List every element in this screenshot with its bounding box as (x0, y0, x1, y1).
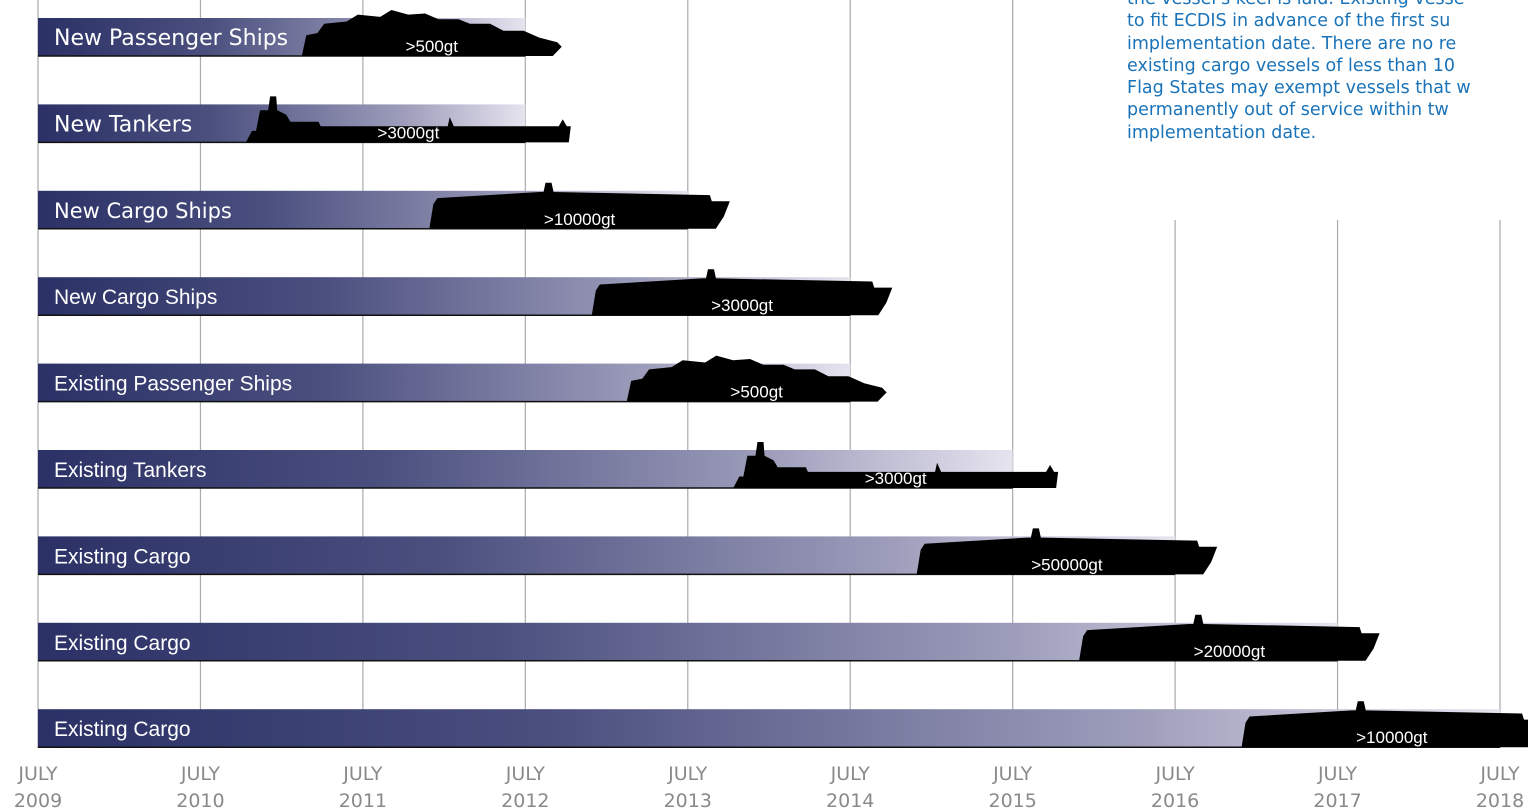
bar-category-label: New Tankers (54, 112, 192, 137)
x-tick-label-year: 2017 (1313, 790, 1361, 811)
bar-tonnage-label: >500gt (406, 37, 459, 56)
x-tick-label-year: 2013 (664, 790, 712, 811)
x-tick-label-year: 2012 (501, 790, 549, 811)
x-tick-label-month: JULY (1479, 763, 1520, 785)
x-tick-label-month: JULY (667, 763, 708, 785)
note-line: existing cargo vessels of less than 10 (1127, 55, 1456, 76)
x-tick-label-year: 2009 (14, 790, 62, 811)
x-tick-label-month: JULY (17, 763, 58, 785)
bar-category-label: New Cargo Ships (54, 199, 232, 223)
bar-tonnage-label: >3000gt (711, 296, 773, 315)
bar-category-label: Existing Cargo (54, 718, 191, 741)
x-axis-ticks: JULY 2009 JULY 2010 JULY 2011 JULY 2012 JULY 2013… (14, 763, 1524, 811)
x-tick-label-year: 2018 (1476, 790, 1524, 811)
x-tick-label-year: 2015 (988, 790, 1036, 811)
x-tick-label-year: 2016 (1151, 790, 1199, 811)
regulation-note: the vessel's keel is laid. Existing vess… (1127, 0, 1528, 188)
bar-tonnage-label: >3000gt (865, 469, 927, 488)
bar-category-label: Existing Tankers (54, 459, 207, 482)
note-line: to fit ECDIS in advance of the first su (1127, 11, 1451, 32)
bar-tonnage-label: >500gt (730, 383, 783, 402)
x-tick-label-month: JULY (180, 763, 221, 785)
x-tick-label-month: JULY (1317, 763, 1358, 785)
bar-category-label: New Cargo Ships (54, 286, 217, 309)
bar-tonnage-label: >50000gt (1031, 555, 1103, 574)
bar-category-label: New Passenger Ships (54, 26, 288, 51)
bar-tonnage-label: >3000gt (377, 123, 439, 142)
note-line: Flag States may exempt vessels that w (1127, 78, 1471, 99)
bar-tonnage-label: >10000gt (1356, 728, 1428, 747)
x-tick-label-month: JULY (992, 763, 1033, 785)
x-tick-label-month: JULY (342, 763, 383, 785)
bar-tonnage-label: >20000gt (1194, 642, 1266, 661)
bar-category-label: Existing Cargo (54, 545, 191, 568)
x-tick-label-month: JULY (830, 763, 871, 785)
note-line: the vessel's keel is laid. Existing vess… (1127, 0, 1528, 10)
bar-tonnage-label: >10000gt (544, 210, 616, 229)
bar-category-label: Existing Passenger Ships (54, 373, 292, 396)
note-line: permanently out of service within tw (1127, 100, 1449, 121)
timeline-bars: New Passenger Ships >500gt New Tankers >300… (38, 10, 1528, 748)
x-tick-label-year: 2010 (176, 790, 224, 811)
x-tick-label-year: 2014 (826, 790, 874, 811)
note-line: implementation date. There are no re (1127, 33, 1457, 54)
x-tick-label-month: JULY (505, 763, 546, 785)
x-tick-label-month: JULY (1155, 763, 1196, 785)
x-tick-label-year: 2011 (339, 790, 387, 811)
note-line: implementation date. (1127, 122, 1317, 143)
bar-category-label: Existing Cargo (54, 632, 191, 655)
